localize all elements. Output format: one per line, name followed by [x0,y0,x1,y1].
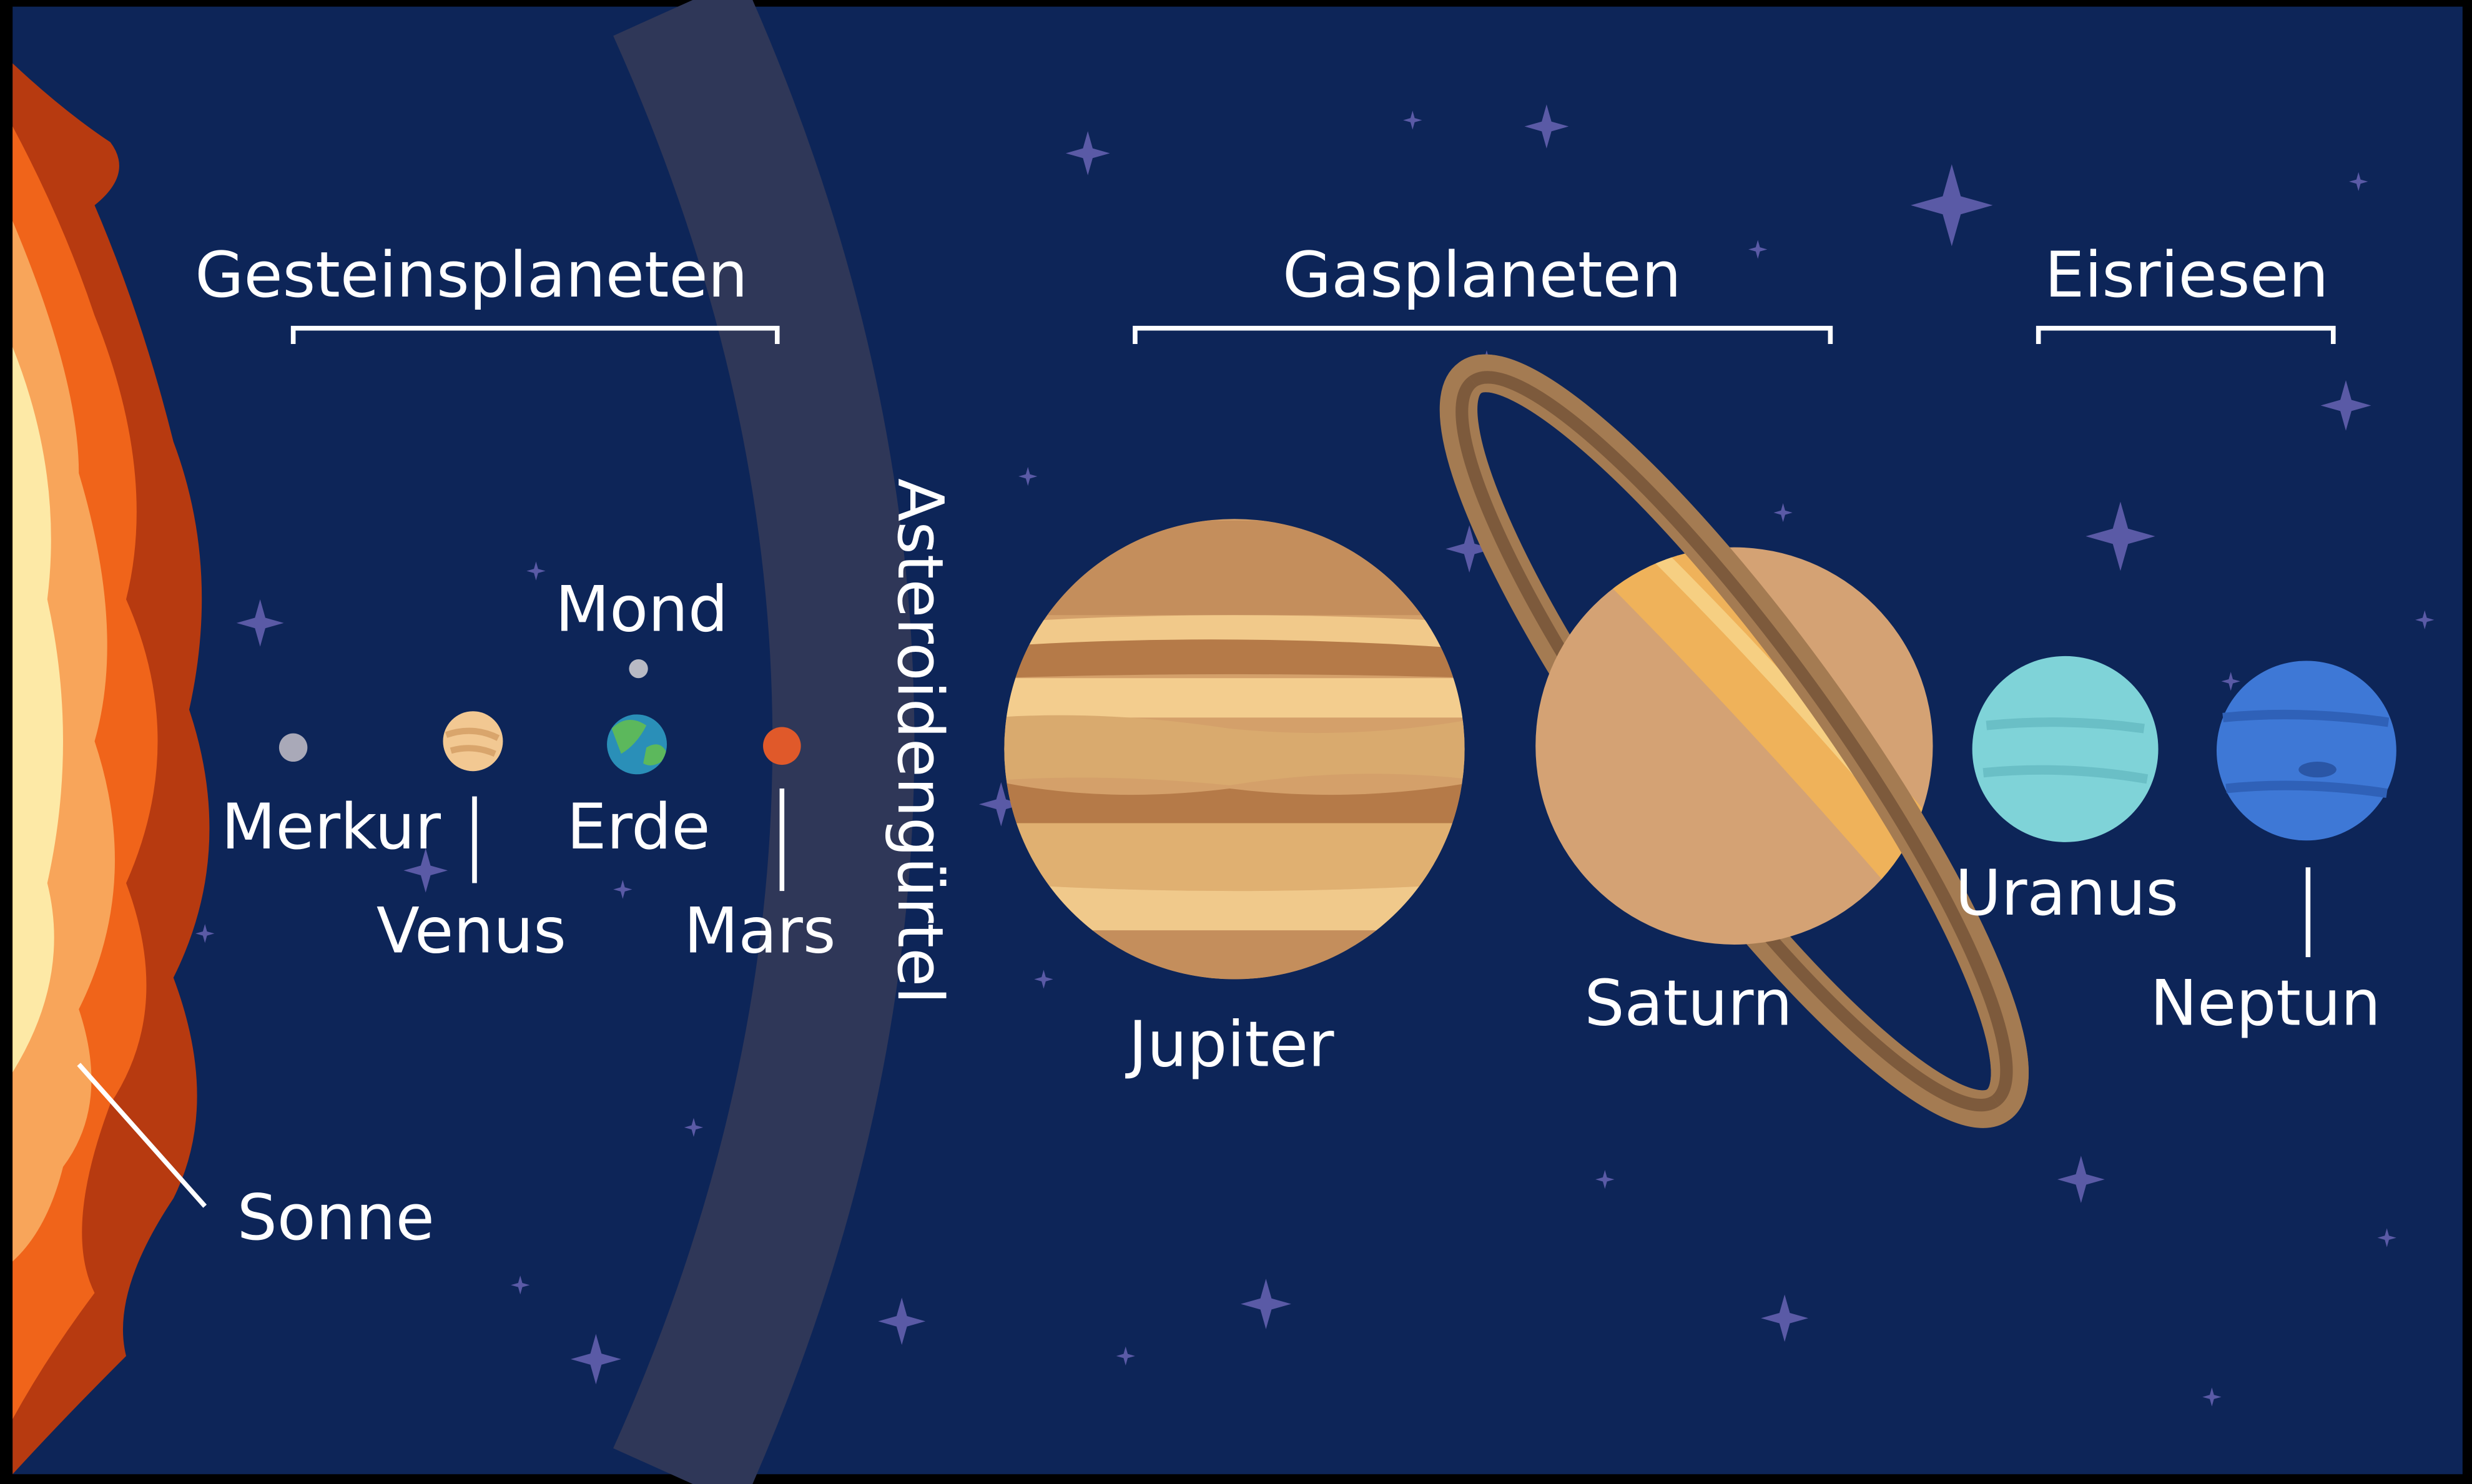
moon-label: Mond [555,572,728,646]
planet-label: Mars [684,894,835,968]
moon [629,659,648,678]
group-label: Eisriesen [2045,238,2329,312]
planet-label: Erde [567,790,711,863]
planet-label: Venus [377,894,566,968]
planet-mars [763,727,801,765]
page: Gesteinsplaneten Gasplaneten Eisriesen S… [0,0,2472,1484]
sun-label: Sonne [237,1181,435,1254]
solar-system-diagram: Gesteinsplaneten Gasplaneten Eisriesen S… [0,0,2472,1484]
planet-label: Merkur [221,790,441,863]
planet-label: Neptun [2150,966,2381,1040]
planet-neptun [2217,661,2396,840]
planet-label: Saturn [1584,966,1792,1040]
planet-label: Jupiter [1125,1007,1334,1081]
group-label: Gasplaneten [1283,238,1682,312]
planet-uranus [1972,656,2159,842]
belt-label: Asteroidengürtel [884,478,957,1004]
group-label: Gesteinsplaneten [195,238,747,312]
planet-merkur [279,734,307,762]
planet-venus [443,711,503,771]
planet-label: Uranus [1955,856,2179,930]
